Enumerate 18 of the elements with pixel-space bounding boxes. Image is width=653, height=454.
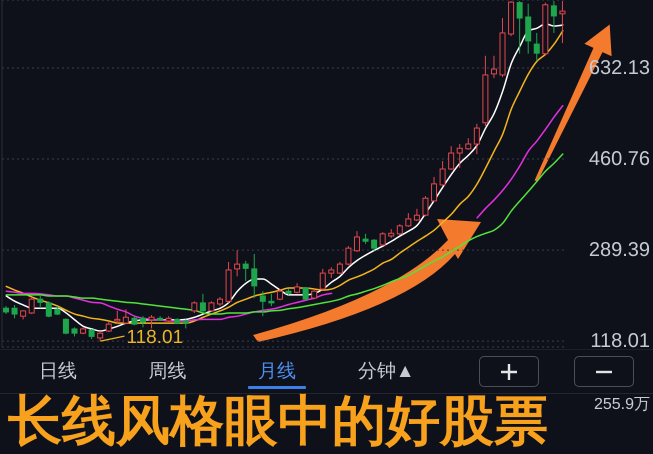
text: 周线 xyxy=(147,360,188,384)
candlestick xyxy=(550,0,557,34)
candlestick xyxy=(234,250,240,277)
annotation: 118.01 xyxy=(126,326,184,348)
candlestick xyxy=(525,3,532,54)
y-tick-label: 289.39 xyxy=(588,239,650,262)
candlestick xyxy=(260,290,266,317)
text: 月线 xyxy=(256,360,297,384)
line-series xyxy=(6,153,564,315)
text: 255.9万 xyxy=(594,395,650,415)
y-tick-label: 118.01 xyxy=(590,330,650,352)
text: 分钟▲ xyxy=(356,360,416,384)
candlestick xyxy=(251,254,258,299)
candlestick xyxy=(456,144,463,168)
candlestick xyxy=(534,32,540,62)
text: 长线风格眼中的好股票 xyxy=(8,391,548,451)
text: 日线 xyxy=(38,360,78,384)
y-tick-label: 460.76 xyxy=(588,148,650,170)
